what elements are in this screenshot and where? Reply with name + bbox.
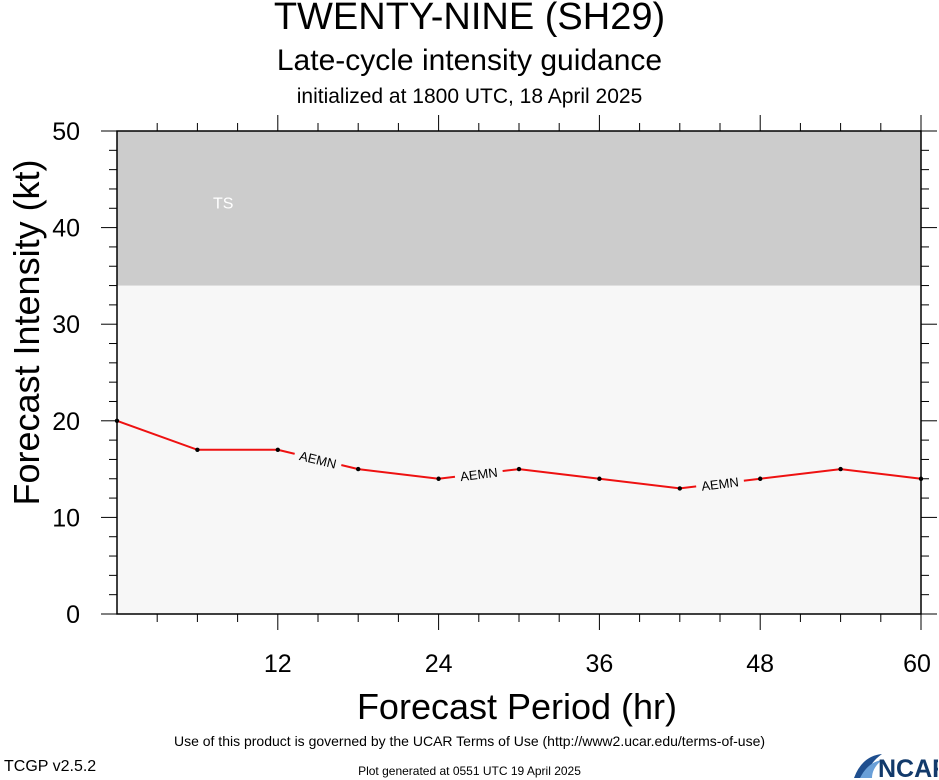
series-point [597, 476, 602, 481]
logo-text: NCAR [878, 755, 938, 780]
x-axis-label: Forecast Period (hr) [357, 686, 677, 727]
x-tick-label: 60 [903, 650, 931, 678]
series-point [677, 486, 682, 491]
ncar-logo: NCAR [854, 754, 938, 780]
x-tick-label: 24 [425, 650, 453, 678]
chart-subtitle: Late-cycle intensity guidance [276, 44, 663, 77]
y-tick-label: 0 [66, 601, 80, 629]
x-tick-label: 48 [746, 650, 774, 678]
series-label-mask [292, 445, 344, 474]
series-label: AEMN [459, 465, 498, 484]
series-label: AEMN [701, 474, 740, 493]
series-point [758, 476, 763, 481]
series-point [918, 476, 924, 481]
y-tick-label: 30 [52, 311, 80, 339]
series-label-mask [453, 462, 504, 486]
series-point [275, 447, 280, 452]
generated-timestamp: Plot generated at 0551 UTC 19 April 2025 [358, 764, 581, 778]
y-tick-label: 40 [52, 215, 80, 243]
version-label: TCGP v2.5.2 [4, 758, 97, 775]
init-line: initialized at 1800 UTC, 18 April 2025 [296, 85, 643, 108]
x-tick-label: 12 [264, 650, 292, 678]
series-label-mask [695, 471, 745, 496]
series-point [436, 476, 441, 481]
series-point [195, 447, 200, 452]
x-tick-label: 36 [585, 650, 613, 678]
series-point [838, 466, 843, 472]
series-point [356, 466, 361, 472]
y-tick-label: 20 [52, 408, 80, 436]
series-point [516, 466, 522, 472]
band-label: TS [213, 195, 233, 212]
y-tick-label: 50 [52, 118, 80, 146]
terms-of-use: Use of this product is governed by the U… [173, 733, 766, 749]
band-ts [117, 131, 921, 286]
series-point [114, 418, 120, 423]
intensity-chart: TS 0 10 20 30 40 50 12 24 36 48 60 Forecast Period (… [6, 115, 937, 727]
y-axis-label: Forecast Intensity (kt) [6, 159, 47, 505]
y-tick-label: 10 [52, 504, 80, 532]
chart-title: TWENTY-NINE (SH29) [273, 0, 666, 38]
